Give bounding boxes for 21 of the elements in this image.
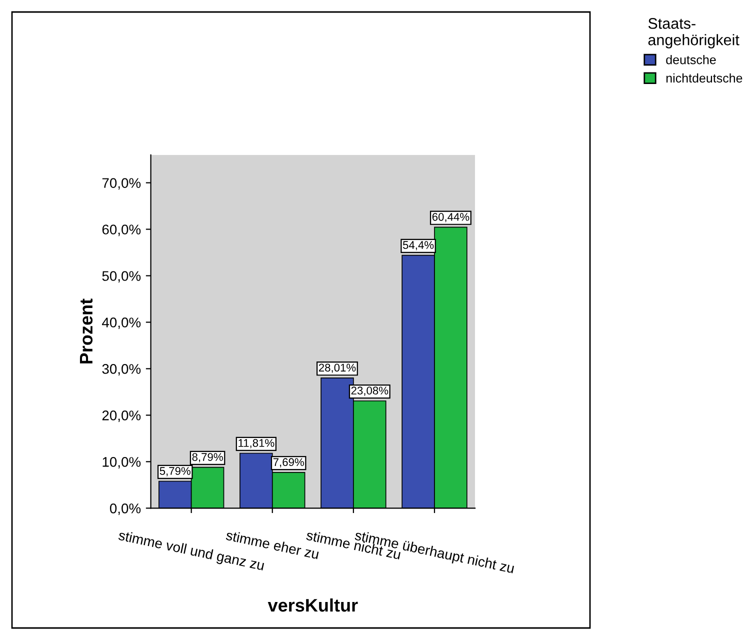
y-tick-label: 30,0% — [102, 364, 141, 376]
y-axis-title: Prozent — [80, 298, 93, 364]
x-axis-title: versKultur — [268, 598, 358, 612]
y-tick-label: 20,0% — [102, 410, 141, 422]
data-label: 5,79% — [160, 467, 190, 476]
data-label: 54,4% — [402, 241, 434, 250]
data-label: 28,01% — [318, 364, 356, 373]
y-tick-label: 60,0% — [102, 224, 141, 236]
legend-title: Staats- angehörigkeit — [648, 18, 740, 48]
data-label: 23,08% — [351, 386, 388, 396]
y-tick-label: 70,0% — [102, 178, 141, 190]
y-tick-label: 50,0% — [102, 271, 141, 283]
data-label: 60,44% — [432, 212, 470, 222]
legend-label: nichtdeutsche — [666, 73, 742, 83]
y-tick-label: 0,0% — [110, 503, 141, 515]
data-label: 7,69% — [273, 458, 304, 468]
legend-label: deutsche — [666, 55, 716, 64]
data-label: 11,81% — [238, 439, 274, 448]
y-tick-label: 10,0% — [102, 457, 141, 468]
y-tick-label: 40,0% — [102, 318, 141, 330]
data-label: 8,79% — [192, 453, 223, 462]
